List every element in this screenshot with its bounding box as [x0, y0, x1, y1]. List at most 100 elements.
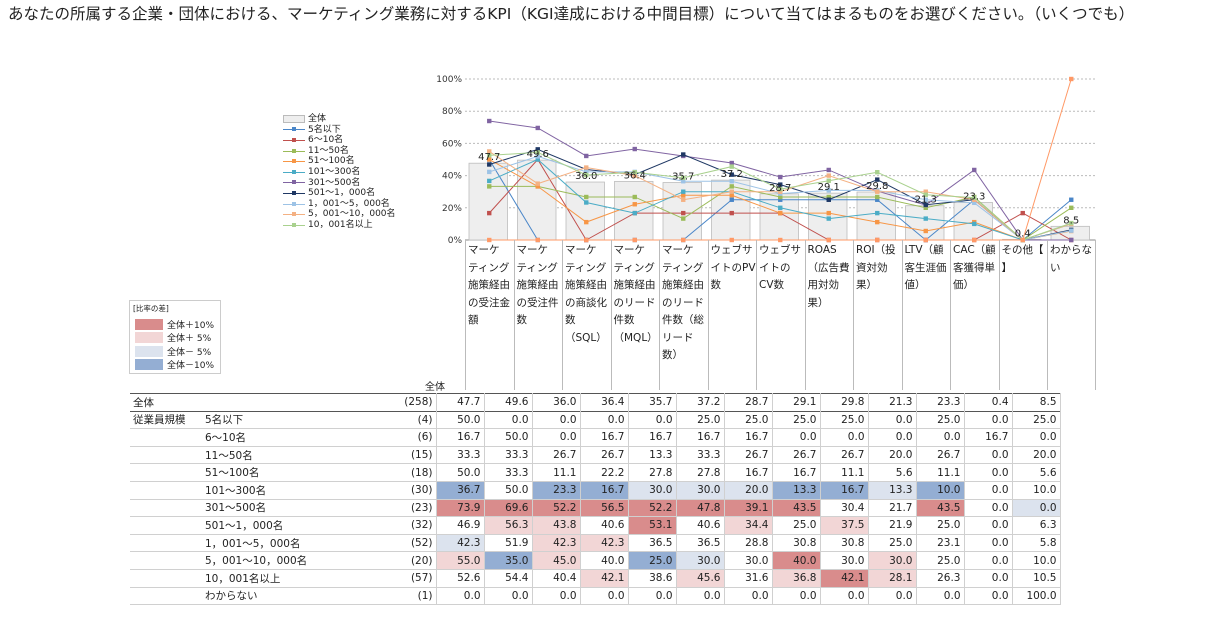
cell-value: 42.3	[435, 534, 484, 552]
series-point	[584, 172, 589, 178]
series-point	[681, 197, 686, 202]
legend-swatch	[283, 157, 305, 166]
cell-value: 26.7	[531, 446, 580, 464]
cell-value: 25.0	[627, 551, 676, 570]
row-label: 101～300名	[205, 484, 267, 497]
series-point	[632, 194, 637, 200]
cell-value: 11.1	[819, 463, 868, 482]
category-header: マーケ ティング 施策経由 の商談化数 （SQL）	[562, 240, 611, 390]
cell-value: 0.0	[867, 411, 916, 429]
series-point	[535, 184, 540, 189]
series-point	[778, 237, 783, 243]
legend-label: 6～10名	[308, 135, 344, 146]
cell-value: 52.2	[627, 499, 676, 517]
legend-label: 101～300名	[308, 166, 361, 177]
cell-value: 47.7	[435, 393, 484, 412]
cell-value: 36.4	[579, 393, 628, 412]
category-header-line: リード	[662, 331, 694, 344]
series-point	[1069, 205, 1074, 210]
cell-value: 16.7	[819, 481, 868, 500]
legend-item-total: 全体	[283, 114, 396, 125]
row-label: 501～1，000名	[205, 519, 284, 532]
category-header: わからない	[1047, 240, 1096, 390]
heat-legend-item: 全体－10%	[135, 359, 214, 371]
cell-value: 20.0	[867, 446, 916, 464]
cell-value: 25.0	[771, 516, 820, 535]
cell-value: 25.0	[915, 411, 964, 429]
cell-value: 13.3	[771, 481, 820, 500]
series-point	[972, 221, 977, 227]
row-label: 11～50名	[205, 449, 253, 462]
cell-value: 8.5	[1011, 393, 1061, 412]
legend-swatch	[283, 168, 305, 177]
series-point	[487, 149, 492, 154]
category-header-line: 値）	[904, 279, 926, 291]
cell-value: 16.7	[723, 463, 772, 482]
cell-value: 5.8	[1011, 534, 1061, 552]
category-header-line: 件数（総	[662, 314, 704, 326]
series-legend: 全体 5名以下 6～10名 11～50名 51～100名 101～300名 301～500名…	[283, 114, 396, 231]
series-point	[632, 146, 637, 152]
cell-value: 28.1	[867, 569, 916, 588]
cell-value: 40.0	[771, 551, 820, 570]
legend-label: 全体	[308, 114, 327, 124]
cell-value: 30.4	[819, 499, 868, 517]
cell-value: 52.2	[531, 499, 580, 517]
series-point	[632, 170, 637, 175]
row-group-label: 全体	[133, 396, 154, 409]
row-group-label	[130, 481, 202, 499]
category-header: マーケ ティング 施策経由 の受注金額	[465, 240, 514, 390]
series-point	[729, 193, 734, 198]
cell-value: 28.7	[723, 393, 772, 412]
cell-value: 25.0	[867, 534, 916, 552]
cell-value: 52.6	[435, 569, 484, 588]
series-point	[826, 237, 831, 243]
cell-value: 30.0	[723, 551, 772, 570]
series-point	[826, 188, 831, 193]
cell-value: 25.0	[1011, 411, 1061, 429]
legend-swatch	[283, 114, 305, 124]
cell-value: 42.1	[579, 569, 628, 588]
cell-value: 16.7	[579, 481, 628, 500]
legend-swatch	[283, 136, 305, 145]
cell-value: 30.0	[627, 481, 676, 500]
category-header-line: 施策経由	[613, 279, 656, 291]
cell-value: 39.1	[723, 499, 772, 517]
series-point	[1069, 220, 1074, 226]
legend-swatch	[283, 178, 305, 187]
total-bar	[905, 205, 945, 241]
cell-value: 46.9	[435, 516, 484, 535]
legend-swatch	[283, 189, 305, 198]
series-point	[826, 178, 831, 183]
category-header-line: の受注件	[516, 296, 559, 309]
category-header-line: ウェブサ	[710, 244, 753, 256]
heat-legend-label: 全体－10%	[167, 361, 215, 371]
category-header-line: 資対効	[856, 261, 888, 274]
row-sample-size: (23)	[410, 501, 433, 514]
series-point	[681, 179, 686, 184]
cell-value: 35.0	[483, 551, 532, 570]
legend-label: 10，001名以上	[308, 219, 373, 230]
cell-value: 0.0	[483, 587, 532, 605]
category-header-line: 額	[468, 314, 479, 326]
category-header: マーケ ティング 施策経由 の受注件数	[513, 240, 563, 390]
series-point	[632, 210, 637, 216]
cell-value: 47.8	[675, 499, 724, 517]
series-point	[826, 194, 831, 200]
legend-item: 5，001～10，000名	[283, 209, 396, 220]
category-header-line: の受注金	[468, 296, 510, 309]
row-label: 5名以下	[205, 414, 244, 427]
series-point	[729, 237, 734, 243]
legend-item: 1，001～5，000名	[283, 199, 396, 210]
cell-value: 0.0	[627, 587, 676, 605]
series-point	[535, 157, 540, 162]
row-label: 1，001～5，000名	[205, 537, 301, 550]
legend-swatch	[283, 200, 305, 209]
legend-item: 5名以下	[283, 125, 396, 136]
table-row: 11～50名 (15) 33.3 33.3 26.7 26.7 13.3 33.3 26.7 26…	[130, 446, 1061, 464]
series-point	[1069, 228, 1074, 233]
series-point	[826, 167, 831, 173]
cell-value: 36.7	[435, 481, 484, 500]
cell-value: 26.7	[579, 446, 628, 464]
